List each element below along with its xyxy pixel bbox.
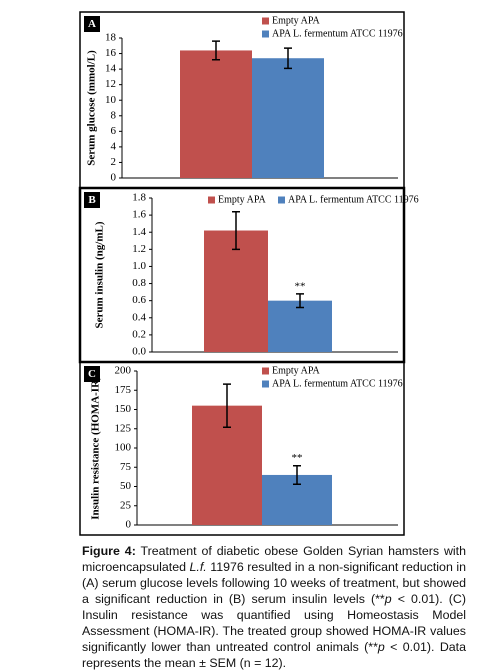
legend-swatch: [262, 380, 269, 388]
y-tick-label: 1.0: [132, 260, 146, 272]
y-tick-label: 18: [105, 32, 117, 44]
y-tick-label: 0.8: [132, 277, 146, 289]
y-tick-label: 0: [111, 172, 117, 184]
y-tick-label: 100: [115, 442, 132, 454]
caption-label: Figure 4:: [82, 544, 136, 558]
y-tick-label: 125: [115, 422, 132, 434]
y-tick-label: 1.6: [132, 209, 146, 221]
panel-letter: A: [88, 18, 96, 30]
y-axis-title: Serum insulin (ng/mL): [94, 221, 106, 328]
significance-label: **: [295, 280, 306, 292]
y-tick-label: 150: [115, 403, 132, 415]
panel-badge: [84, 366, 100, 382]
panel-badge: [84, 16, 100, 32]
error-bar: [232, 210, 240, 251]
y-tick-label: 2: [111, 156, 117, 168]
y-tick-label: 16: [105, 47, 117, 59]
legend-label: APA L. fermentum ATCC 11976: [288, 194, 419, 205]
y-tick-label: 0.0: [132, 346, 146, 358]
y-tick-label: 0.6: [132, 294, 146, 306]
legend-label: Empty APA: [272, 15, 320, 26]
panel-frame: [79, 361, 405, 536]
bar: [180, 50, 252, 178]
y-axis-title: Insulin resistance (HOMA-IR): [90, 376, 102, 520]
legend-label: APA L. fermentum ATCC 11976: [272, 28, 403, 39]
y-tick-label: 6: [111, 125, 117, 137]
y-tick-label: 0.2: [132, 328, 146, 340]
legend-label: Empty APA: [272, 365, 320, 376]
y-tick-label: 50: [120, 480, 132, 492]
y-tick-label: 12: [105, 78, 116, 90]
error-bar: [223, 383, 231, 428]
legend-swatch: [262, 367, 269, 375]
figure: A Serum glucose (mmol/L) 0 2 4 6 8 10 12 14 16 18 Em…: [78, 11, 419, 536]
y-tick-label: 14: [105, 63, 117, 75]
caption-text: p: [384, 592, 392, 606]
legend-swatch: [262, 30, 269, 38]
caption-text: p: [377, 640, 385, 654]
panel-letter: B: [88, 194, 96, 206]
caption-text: Treatment of diabetic obese Golden Syria…: [82, 544, 467, 574]
y-tick-label: 10: [105, 94, 117, 106]
bar: [252, 58, 324, 178]
y-tick-label: 200: [115, 365, 132, 377]
error-bar: [284, 47, 292, 70]
significance-label: **: [292, 452, 303, 464]
y-axis-title: Serum glucose (mmol/L): [86, 50, 98, 166]
y-tick-label: 175: [115, 384, 132, 396]
legend-label: Empty APA: [218, 194, 266, 205]
caption-text: L.f.: [189, 560, 207, 574]
y-tick-label: 4: [111, 140, 117, 152]
error-bar: [296, 293, 304, 309]
y-tick-label: 1.2: [132, 243, 146, 255]
error-bar: [293, 464, 301, 485]
error-bar: [212, 40, 220, 61]
y-tick-label: 1.8: [132, 192, 146, 204]
caption-text: < 0.01). (C) Insulin resistance was quan…: [82, 592, 466, 654]
y-tick-label: 0.4: [132, 311, 146, 323]
legend-swatch: [262, 17, 269, 25]
y-tick-label: 1.4: [132, 226, 146, 238]
bar: [268, 300, 332, 352]
caption-text: 11976 resulted in a non-significant redu…: [82, 560, 466, 606]
legend-swatch: [278, 196, 285, 204]
y-tick-label: 0: [126, 519, 132, 531]
caption: Figure 4: Treatment of diabetic obese Go…: [82, 543, 466, 671]
y-tick-label: 25: [120, 499, 132, 511]
legend-label: APA L. fermentum ATCC 11976: [272, 378, 403, 389]
panel-badge: [84, 192, 100, 208]
legend-swatch: [208, 196, 215, 204]
y-tick-label: 8: [111, 109, 117, 121]
y-tick-label: 75: [120, 461, 132, 473]
bar: [204, 230, 268, 352]
panel-letter: C: [88, 368, 96, 380]
